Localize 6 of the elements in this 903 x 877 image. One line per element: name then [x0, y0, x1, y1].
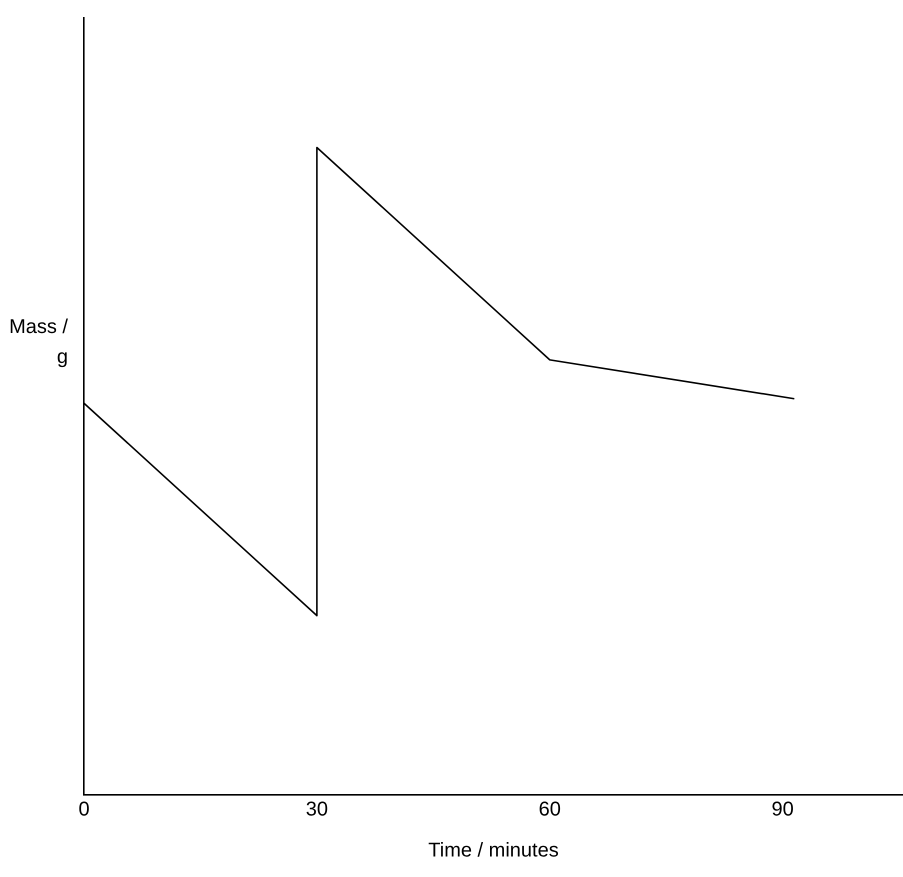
- x-tick-label: 90: [772, 798, 794, 821]
- x-tick-label: 30: [306, 798, 328, 821]
- x-tick-label: 0: [78, 798, 90, 821]
- x-axis-title: Time / minutes: [428, 840, 559, 862]
- y-axis-title: Mass / g: [8, 315, 68, 370]
- x-tick-label: 60: [538, 798, 561, 821]
